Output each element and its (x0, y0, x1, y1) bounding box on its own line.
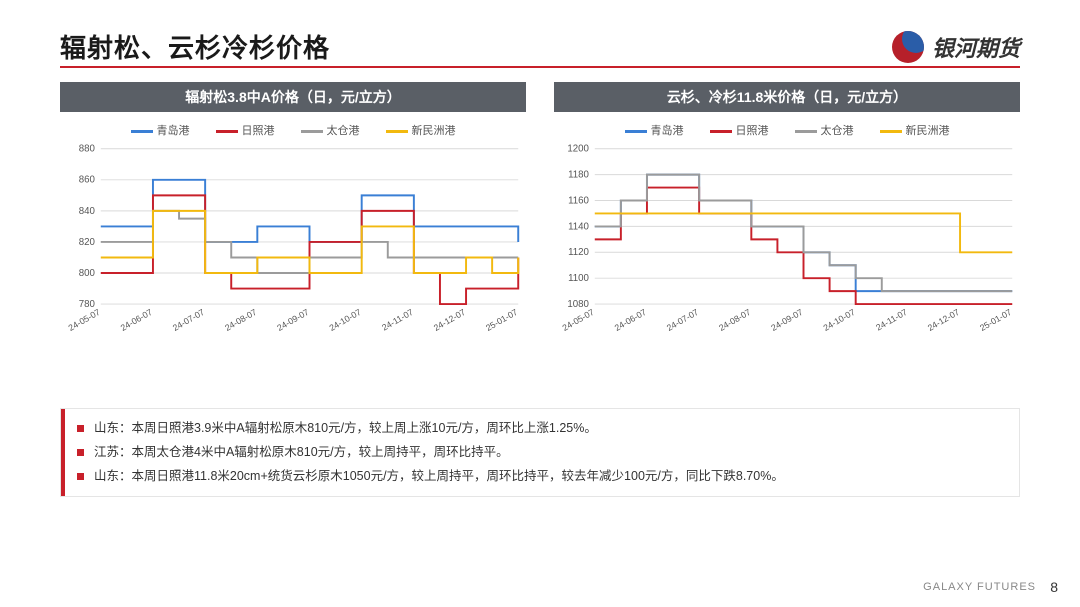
legend-item: 新民洲港 (880, 122, 950, 138)
brand-logo: 银河期货 (892, 31, 1020, 63)
note-item: 江苏：本周太仓港4米中A辐射松原木810元/方，较上周持平，周环比持平。 (77, 441, 1003, 465)
bullet-icon (77, 425, 84, 432)
charts-row: 辐射松3.8中A价格（日，元/立方） 青岛港日照港太仓港新民洲港 7808008… (60, 82, 1020, 340)
svg-text:1160: 1160 (568, 195, 589, 206)
svg-text:880: 880 (79, 144, 96, 155)
svg-text:1080: 1080 (567, 299, 589, 310)
legend-item: 青岛港 (131, 122, 190, 138)
svg-text:24-09-07: 24-09-07 (275, 307, 310, 333)
chart-right-title: 云杉、冷杉11.8米价格（日，元/立方） (554, 82, 1020, 112)
svg-text:1200: 1200 (567, 144, 589, 155)
chart-right: 1080 1100 1120 1140 1160 1180 1200 24-05-07 24-0… (554, 140, 1020, 340)
svg-text:24-05-07: 24-05-07 (561, 307, 596, 333)
svg-text:1180: 1180 (568, 170, 589, 181)
note-text: 江苏：本周太仓港4米中A辐射松原木810元/方，较上周持平，周环比持平。 (94, 441, 509, 465)
svg-text:820: 820 (79, 237, 96, 248)
chart-left-legend: 青岛港 日照港 太仓港 新民洲港 (60, 122, 526, 138)
legend-item: 日照港 (216, 122, 275, 138)
title-underline (60, 66, 1020, 68)
chart-right-panel: 云杉、冷杉11.8米价格（日，元/立方） 青岛港日照港太仓港新民洲港 10801… (554, 82, 1020, 340)
svg-text:1140: 1140 (568, 221, 589, 232)
svg-text:1100: 1100 (568, 273, 589, 284)
svg-text:25-01-07: 25-01-07 (484, 307, 519, 333)
svg-text:24-07-07: 24-07-07 (171, 307, 206, 333)
notes-list: 山东：本周日照港3.9米中A辐射松原木810元/方，较上周上涨10元/方，周环比… (77, 417, 1003, 488)
svg-text:24-11-07: 24-11-07 (380, 307, 415, 333)
svg-text:24-08-07: 24-08-07 (717, 307, 752, 333)
svg-text:24-08-07: 24-08-07 (223, 307, 258, 333)
chart-right-legend: 青岛港 日照港 太仓港 新民洲港 (554, 122, 1020, 138)
svg-text:1120: 1120 (568, 247, 589, 258)
note-item: 山东：本周日照港3.9米中A辐射松原木810元/方，较上周上涨10元/方，周环比… (77, 417, 1003, 441)
brand-logo-text: 银河期货 (932, 31, 1020, 63)
bullet-icon (77, 449, 84, 456)
svg-text:24-07-07: 24-07-07 (665, 307, 700, 333)
notes-accent (61, 409, 65, 496)
page-number: 8 (1050, 579, 1058, 595)
svg-text:25-01-07: 25-01-07 (978, 307, 1013, 333)
svg-text:860: 860 (79, 175, 96, 186)
note-text: 山东：本周日照港11.8米20cm+统货云杉原木1050元/方，较上周持平，周环… (94, 465, 784, 489)
svg-text:24-06-07: 24-06-07 (613, 307, 648, 333)
svg-text:24-05-07: 24-05-07 (67, 307, 102, 333)
chart-left-panel: 辐射松3.8中A价格（日，元/立方） 青岛港日照港太仓港新民洲港 7808008… (60, 82, 526, 340)
svg-text:24-10-07: 24-10-07 (327, 307, 362, 333)
page-title: 辐射松、云杉冷杉价格 (60, 28, 330, 65)
legend-item: 太仓港 (301, 122, 360, 138)
svg-text:24-06-07: 24-06-07 (119, 307, 154, 333)
svg-text:24-11-07: 24-11-07 (874, 307, 909, 333)
note-text: 山东：本周日照港3.9米中A辐射松原木810元/方，较上周上涨10元/方，周环比… (94, 417, 597, 441)
chart-left: 78080082084086088024-05-0724-06-0724-07-… (60, 140, 526, 340)
svg-text:24-09-07: 24-09-07 (769, 307, 804, 333)
svg-text:840: 840 (79, 206, 96, 217)
legend-item: 日照港 (710, 122, 769, 138)
chart-left-title: 辐射松3.8中A价格（日，元/立方） (60, 82, 526, 112)
legend-item: 青岛港 (625, 122, 684, 138)
header-row: 辐射松、云杉冷杉价格 银河期货 (60, 28, 1020, 65)
svg-text:24-10-07: 24-10-07 (821, 307, 856, 333)
svg-text:24-12-07: 24-12-07 (432, 307, 467, 333)
brand-logo-icon (892, 31, 924, 63)
svg-text:24-12-07: 24-12-07 (926, 307, 961, 333)
legend-item: 太仓港 (795, 122, 854, 138)
legend-item: 新民洲港 (386, 122, 456, 138)
note-item: 山东：本周日照港11.8米20cm+统货云杉原木1050元/方，较上周持平，周环… (77, 465, 1003, 489)
slide: 辐射松、云杉冷杉价格 银河期货 辐射松3.8中A价格（日，元/立方） 青岛港 日照… (0, 0, 1080, 607)
bullet-icon (77, 473, 84, 480)
svg-text:800: 800 (79, 268, 96, 279)
footer-brand: GALAXY FUTURES (923, 581, 1036, 593)
notes-box: 山东：本周日照港3.9米中A辐射松原木810元/方，较上周上涨10元/方，周环比… (60, 408, 1020, 497)
